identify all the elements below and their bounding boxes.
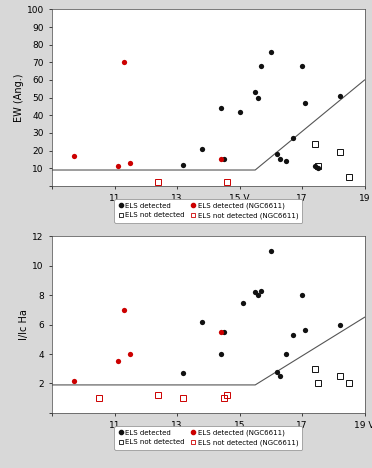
Y-axis label: EW (Ang.): EW (Ang.): [14, 73, 24, 122]
Point: [290, 331, 296, 339]
Point: [221, 328, 227, 336]
Point: [255, 94, 261, 102]
Point: [180, 161, 186, 168]
Point: [218, 156, 224, 163]
Point: [259, 287, 264, 294]
Point: [221, 156, 227, 163]
Point: [252, 288, 258, 296]
Point: [283, 157, 289, 165]
Point: [121, 58, 127, 66]
Point: [127, 350, 133, 358]
Legend: ELS detected, ELS not detected, ELS detected (NGC6611), ELS not detected (NGC661: ELS detected, ELS not detected, ELS dete…: [114, 199, 302, 223]
Legend: ELS detected, ELS not detected, ELS detected (NGC6611), ELS not detected (NGC661: ELS detected, ELS not detected, ELS dete…: [114, 426, 302, 450]
Point: [302, 99, 308, 107]
Point: [115, 358, 121, 365]
Y-axis label: I/Ic Ha: I/Ic Ha: [19, 309, 29, 340]
Point: [268, 247, 274, 255]
Point: [290, 134, 296, 142]
Point: [218, 104, 224, 112]
Point: [277, 373, 283, 380]
Point: [71, 152, 77, 160]
Point: [252, 88, 258, 96]
Point: [127, 159, 133, 167]
Point: [115, 163, 121, 170]
Point: [180, 369, 186, 377]
Point: [240, 299, 246, 306]
Point: [268, 48, 274, 56]
Point: [218, 350, 224, 358]
Point: [312, 163, 318, 170]
Point: [199, 318, 205, 325]
Point: [337, 321, 343, 329]
Point: [255, 292, 261, 299]
Point: [315, 165, 321, 172]
Point: [302, 327, 308, 334]
Point: [277, 156, 283, 163]
Point: [237, 108, 243, 116]
Point: [274, 368, 280, 375]
Point: [299, 62, 305, 70]
Point: [337, 92, 343, 100]
Point: [218, 328, 224, 336]
Point: [274, 150, 280, 158]
Point: [283, 350, 289, 358]
Point: [259, 62, 264, 70]
Point: [71, 377, 77, 384]
Point: [199, 145, 205, 153]
Point: [299, 292, 305, 299]
Point: [121, 306, 127, 314]
